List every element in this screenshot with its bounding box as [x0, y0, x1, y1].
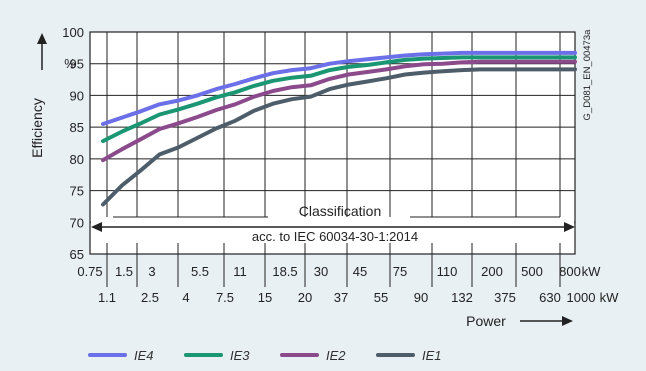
legend: IE4 IE3 IE2 IE1: [88, 348, 442, 363]
x-tick-label-row2: 630: [539, 290, 561, 305]
classification-band: [91, 217, 574, 253]
x-tick-label-row1: 18.5: [272, 264, 297, 279]
x-tick-label-row2: 37: [334, 290, 348, 305]
legend-label-ie4: IE4: [134, 348, 154, 363]
y-unit-label: %: [64, 56, 76, 71]
classification-overlay: Classification acc. to IEC 60034-30-1:201…: [91, 203, 575, 254]
x-axis-label: Power: [466, 313, 506, 329]
y-tick-label: 65: [70, 247, 84, 262]
x-tick-label-row2: 20: [298, 290, 312, 305]
axes: Efficiency % G_D081_EN_00473a kW kW Powe…: [29, 25, 619, 329]
y-tick-label: 95: [70, 57, 84, 72]
series-line-ie1: [101, 67, 577, 207]
y-tick-label: 100: [62, 25, 84, 40]
legend-label-ie1: IE1: [422, 348, 442, 363]
x-axis-arrowhead: [562, 316, 573, 326]
x-tick-label-row2: 90: [414, 290, 428, 305]
y-tick-label: 75: [70, 184, 84, 199]
x-tick-label-row2: 15: [258, 290, 272, 305]
x-unit-row2: kW: [600, 290, 620, 305]
x-tick-label-row1: 5.5: [191, 264, 209, 279]
legend-label-ie3: IE3: [230, 348, 250, 363]
classification-label: Classification: [299, 203, 381, 219]
standard-label: acc. to IEC 60034-30-1:2014: [252, 229, 418, 244]
range-arrow-right: [564, 222, 575, 232]
x-tick-label-row1: 200: [481, 264, 503, 279]
x-tick-label-row1: 500: [521, 264, 543, 279]
figure-id-label: G_D081_EN_00473a: [582, 29, 593, 121]
y-axis-arrowhead: [37, 33, 47, 44]
x-tick-label-row2: 2.5: [141, 290, 159, 305]
x-tick-label-row2: 55: [374, 290, 388, 305]
y-tick-label: 90: [70, 88, 84, 103]
x-tick-label-row1: 1.5: [115, 264, 133, 279]
x-tick-label-row1: 110: [437, 264, 458, 279]
y-axis-label: Efficiency: [29, 98, 45, 158]
x-tick-label-row2: 132: [451, 290, 473, 305]
x-tick-label-row1: 45: [353, 264, 367, 279]
x-tick-label-row1: 30: [314, 264, 328, 279]
x-tick-label-row2: 1.1: [98, 290, 116, 305]
series-line-ie2: [101, 59, 577, 163]
x-tick-label-row1: 800: [559, 264, 581, 279]
x-tick-label-row2: 7.5: [216, 290, 234, 305]
y-tick-label: 80: [70, 152, 84, 167]
series-line-ie3: [101, 55, 577, 144]
y-tick-label: 70: [70, 215, 84, 230]
curves: [101, 50, 577, 207]
x-tick-label-row2: 1000: [567, 290, 596, 305]
x-tick-label-row2: 4: [182, 290, 189, 305]
x-tick-label-row1: 3: [148, 264, 155, 279]
legend-label-ie2: IE2: [326, 348, 346, 363]
y-tick-label: 85: [70, 120, 84, 135]
x-tick-label-row1: 11: [233, 264, 247, 279]
series-line-ie4: [101, 50, 577, 126]
x-tick-label-row1: 75: [393, 264, 407, 279]
range-arrow-left: [91, 222, 102, 232]
x-tick-label-row2: 375: [494, 290, 516, 305]
x-unit-row1: kW: [582, 264, 602, 279]
x-tick-label-row1: 0.75: [77, 264, 102, 279]
